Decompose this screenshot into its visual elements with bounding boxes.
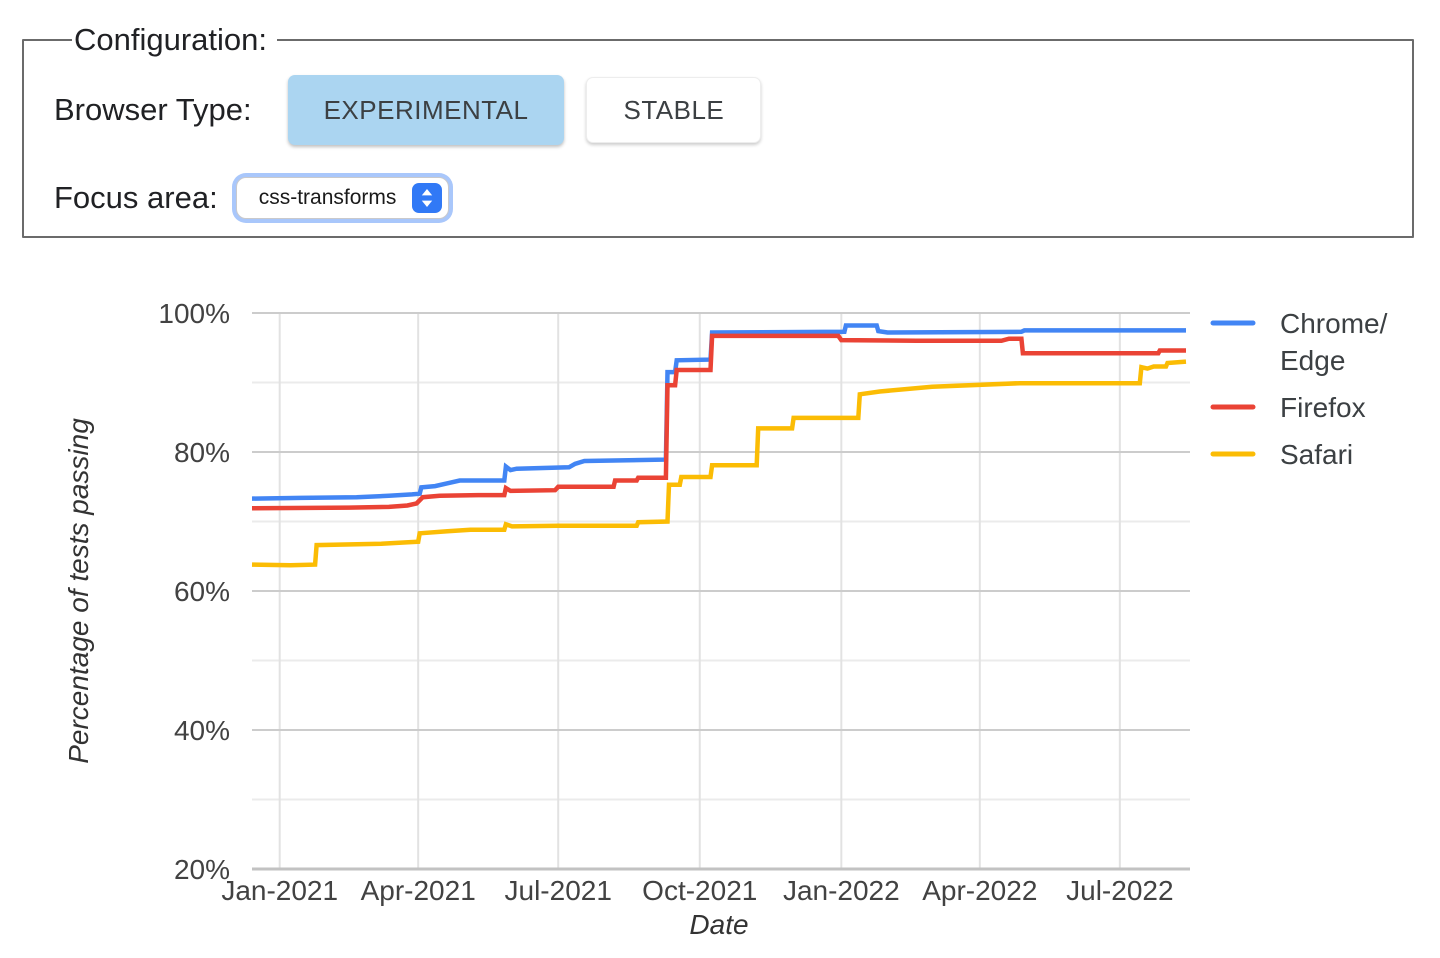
experimental-button[interactable]: EXPERIMENTAL [287, 75, 565, 145]
focus-area-row: Focus area: css-transforms [54, 174, 1412, 222]
legend-label: Safari [1280, 439, 1353, 470]
legend-label: Firefox [1280, 392, 1366, 423]
x-tick-label: Jul-2021 [505, 875, 612, 906]
series-line-firefox [251, 333, 1186, 511]
y-axis-title: Percentage of tests passing [63, 418, 94, 764]
x-tick-label: Apr-2021 [361, 875, 476, 906]
series-line-safari [251, 359, 1187, 568]
select-arrows-icon [412, 183, 443, 213]
stable-button[interactable]: STABLE [586, 77, 762, 143]
x-tick-label: Apr-2022 [922, 875, 1037, 906]
x-tick-label: Jul-2022 [1066, 875, 1173, 906]
y-tick-label: 60% [174, 576, 230, 607]
x-tick-label: Jan-2021 [221, 875, 338, 906]
focus-area-label: Focus area: [54, 180, 218, 215]
browser-type-row: Browser Type: EXPERIMENTAL STABLE [54, 74, 1412, 146]
focus-area-select[interactable]: css-transforms [235, 177, 450, 219]
legend-label: Chrome/ [1280, 308, 1388, 339]
y-tick-label: 20% [174, 854, 230, 885]
focus-area-selected-value: css-transforms [258, 186, 397, 209]
y-tick-label: 40% [174, 715, 230, 746]
configuration-panel: Configuration: Browser Type: EXPERIMENTA… [22, 22, 1414, 238]
y-tick-label: 100% [158, 298, 230, 329]
legend-label: Edge [1280, 345, 1345, 376]
x-tick-label: Jan-2022 [783, 875, 900, 906]
browser-type-label: Browser Type: [54, 92, 252, 127]
x-tick-label: Oct-2021 [642, 875, 757, 906]
series-line-chrome-edge [251, 323, 1186, 501]
configuration-legend: Configuration: [74, 22, 268, 57]
x-axis-title: Date [689, 909, 748, 940]
y-tick-label: 80% [174, 437, 230, 468]
